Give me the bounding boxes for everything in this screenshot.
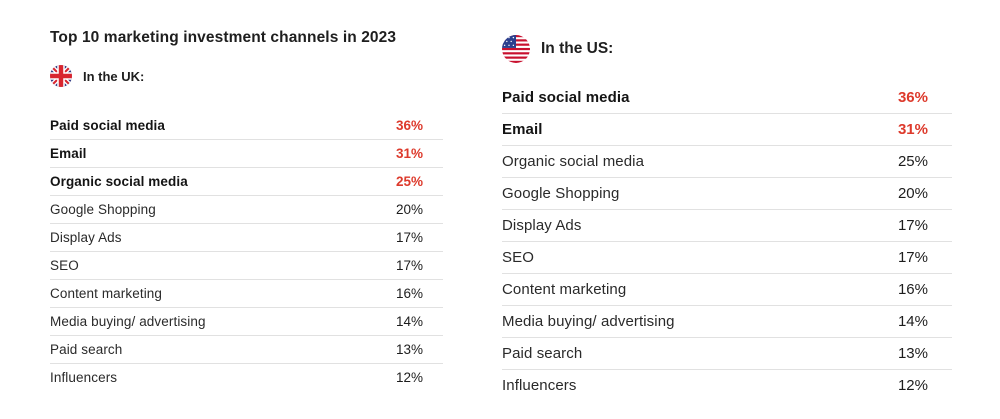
channel-value: 13%	[395, 342, 423, 357]
table-row: Paid search 13%	[50, 336, 443, 364]
table-row: Paid search 13%	[502, 338, 952, 370]
channel-value: 16%	[395, 286, 423, 301]
table-row: Google Shopping 20%	[502, 178, 952, 210]
table-row: Media buying/ advertising 14%	[502, 306, 952, 338]
channel-label: Influencers	[50, 370, 118, 385]
channel-label: Media buying/ advertising	[502, 313, 675, 330]
channel-label: SEO	[502, 249, 534, 266]
table-row: Organic social media 25%	[502, 146, 952, 178]
channel-value: 12%	[395, 370, 423, 385]
table-row: Display Ads 17%	[50, 224, 443, 252]
us-heading: In the US:	[541, 40, 614, 57]
table-row: SEO 17%	[502, 242, 952, 274]
channel-value: 12%	[897, 377, 928, 394]
channel-value: 20%	[395, 202, 423, 217]
table-row: Influencers 12%	[502, 370, 952, 401]
channel-label: Email	[50, 146, 87, 161]
channel-label: Google Shopping	[50, 202, 156, 217]
table-row: Media buying/ advertising 14%	[50, 308, 443, 336]
table-row: Display Ads 17%	[502, 210, 952, 242]
channel-value: 16%	[897, 281, 928, 298]
channel-value: 36%	[395, 118, 423, 133]
channel-label: Paid social media	[502, 89, 630, 106]
channel-value: 13%	[897, 345, 928, 362]
channel-value: 31%	[897, 121, 928, 138]
us-table: Paid social media 36% Email 31% Organic …	[502, 82, 952, 401]
channel-label: Paid search	[502, 345, 583, 362]
channel-label: Paid social media	[50, 118, 165, 133]
page-title: Top 10 marketing investment channels in …	[50, 29, 397, 46]
table-row: Email 31%	[50, 140, 443, 168]
table-row: Paid social media 36%	[50, 112, 443, 140]
channel-value: 14%	[897, 313, 928, 330]
channel-label: Content marketing	[50, 286, 163, 301]
channel-label: Paid search	[50, 342, 123, 357]
channel-label: Content marketing	[502, 281, 627, 298]
uk-flag-icon	[50, 65, 72, 87]
channel-label: Display Ads	[50, 230, 122, 245]
table-row: Content marketing 16%	[50, 280, 443, 308]
table-row: Google Shopping 20%	[50, 196, 443, 224]
table-row: SEO 17%	[50, 252, 443, 280]
table-row: Paid social media 36%	[502, 82, 952, 114]
us-column: In the US: Paid social media 36% Email 3…	[502, 34, 952, 401]
channel-value: 17%	[395, 230, 423, 245]
channel-value: 17%	[897, 249, 928, 266]
channel-label: Display Ads	[502, 217, 582, 234]
table-row: Content marketing 16%	[502, 274, 952, 306]
channel-value: 25%	[897, 153, 928, 170]
table-row: Email 31%	[502, 114, 952, 146]
channel-value: 14%	[395, 314, 423, 329]
table-row: Influencers 12%	[50, 364, 443, 391]
channel-value: 36%	[897, 89, 928, 106]
channel-value: 20%	[897, 185, 928, 202]
us-flag-icon	[502, 35, 530, 63]
uk-heading: In the UK:	[83, 68, 145, 84]
channel-label: Influencers	[502, 377, 577, 394]
channel-label: Organic social media	[502, 153, 645, 170]
uk-table: Paid social media 36% Email 31% Organic …	[50, 112, 443, 391]
uk-column: Top 10 marketing investment channels in …	[50, 28, 443, 391]
channel-label: Organic social media	[50, 174, 188, 189]
channel-label: SEO	[50, 258, 79, 273]
table-row: Organic social media 25%	[50, 168, 443, 196]
channel-value: 17%	[897, 217, 928, 234]
channel-label: Media buying/ advertising	[50, 314, 206, 329]
uk-heading-row: In the UK:	[50, 64, 443, 88]
channel-label: Email	[502, 121, 543, 138]
us-heading-row: In the US:	[502, 34, 952, 64]
channel-value: 31%	[395, 146, 423, 161]
channel-label: Google Shopping	[502, 185, 620, 202]
channel-value: 25%	[395, 174, 423, 189]
channel-value: 17%	[395, 258, 423, 273]
